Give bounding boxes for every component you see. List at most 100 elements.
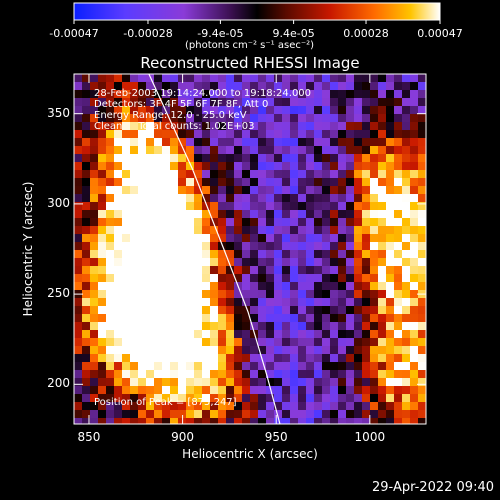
heatmap-cell <box>290 266 299 275</box>
heatmap-cell <box>282 122 291 131</box>
heatmap-cell <box>122 346 131 355</box>
heatmap-cell <box>338 250 347 259</box>
heatmap-cell <box>370 242 379 251</box>
heatmap-cell <box>370 386 379 395</box>
heatmap-cell <box>250 170 259 179</box>
heatmap-cell <box>138 258 147 267</box>
heatmap-cell <box>106 130 115 139</box>
heatmap-cell <box>162 242 171 251</box>
heatmap-cell <box>346 338 355 347</box>
heatmap-cell <box>186 282 195 291</box>
heatmap-cell <box>98 122 107 131</box>
heatmap-cell <box>242 162 251 171</box>
heatmap-cell <box>346 162 355 171</box>
heatmap-cell <box>322 250 331 259</box>
heatmap-cell <box>314 298 323 307</box>
heatmap-cell <box>330 282 339 291</box>
heatmap-cell <box>170 346 179 355</box>
heatmap-cell <box>274 418 283 424</box>
heatmap-cell <box>282 202 291 211</box>
heatmap-cell <box>338 138 347 147</box>
heatmap-cell <box>138 186 147 195</box>
heatmap-cell <box>410 402 419 411</box>
heatmap-cell <box>338 186 347 195</box>
heatmap-cell <box>362 346 371 355</box>
heatmap-cell <box>394 98 403 107</box>
heatmap-cell <box>202 114 211 123</box>
heatmap-cell <box>330 194 339 203</box>
heatmap-cell <box>98 410 107 419</box>
heatmap-cell <box>170 330 179 339</box>
heatmap-cell <box>186 290 195 299</box>
heatmap-cell <box>338 354 347 363</box>
heatmap-cell <box>314 162 323 171</box>
heatmap-cell <box>338 202 347 211</box>
heatmap-cell <box>202 322 211 331</box>
heatmap-cell <box>306 98 315 107</box>
heatmap-cell <box>258 282 267 291</box>
heatmap-cell <box>274 210 283 219</box>
heatmap-cell <box>138 226 147 235</box>
heatmap-cell <box>106 122 115 131</box>
heatmap-cell <box>370 90 379 99</box>
heatmap-cell <box>226 138 235 147</box>
heatmap-cell <box>114 378 123 387</box>
heatmap-cell <box>202 386 211 395</box>
heatmap-cell <box>242 386 251 395</box>
heatmap-cell <box>354 234 363 243</box>
heatmap-cell <box>178 130 187 139</box>
heatmap-cell <box>154 82 163 91</box>
heatmap-cell <box>370 274 379 283</box>
heatmap-cell <box>258 362 267 371</box>
colorbar-tick-label: -0.00028 <box>123 27 173 40</box>
heatmap-cell <box>354 186 363 195</box>
heatmap-cell <box>98 338 107 347</box>
heatmap-cell <box>330 234 339 243</box>
heatmap-cell <box>226 394 235 403</box>
heatmap-cell <box>186 106 195 115</box>
heatmap-cell <box>170 210 179 219</box>
heatmap-cell <box>74 242 83 251</box>
heatmap-cell <box>162 122 171 131</box>
heatmap-cell <box>266 74 275 83</box>
heatmap-cell <box>298 418 307 424</box>
heatmap-cell <box>98 138 107 147</box>
heatmap-cell <box>106 402 115 411</box>
heatmap-cell <box>386 402 395 411</box>
heatmap-cell <box>162 106 171 115</box>
heatmap-cell <box>394 130 403 139</box>
heatmap-cell <box>306 162 315 171</box>
heatmap-cell <box>154 74 163 83</box>
heatmap-cell <box>234 242 243 251</box>
heatmap-cell <box>218 82 227 91</box>
heatmap-cell <box>386 74 395 83</box>
heatmap-cell <box>314 386 323 395</box>
heatmap-cell <box>218 154 227 163</box>
heatmap-cell <box>354 162 363 171</box>
heatmap-cell <box>74 194 83 203</box>
heatmap-cell <box>138 322 147 331</box>
heatmap-cell <box>146 354 155 363</box>
heatmap-cell <box>162 386 171 395</box>
heatmap-cell <box>226 90 235 99</box>
heatmap-cell <box>282 378 291 387</box>
heatmap-cell <box>258 90 267 99</box>
heatmap-cell <box>186 410 195 419</box>
heatmap-cell <box>130 282 139 291</box>
heatmap-cell <box>362 138 371 147</box>
heatmap-cell <box>130 346 139 355</box>
heatmap-cell <box>386 418 395 424</box>
heatmap-cell <box>154 194 163 203</box>
heatmap-cell <box>258 210 267 219</box>
heatmap-cell <box>314 314 323 323</box>
heatmap-cell <box>226 290 235 299</box>
heatmap-cell <box>234 138 243 147</box>
heatmap-cell <box>218 346 227 355</box>
heatmap-cell <box>362 322 371 331</box>
heatmap-cell <box>322 122 331 131</box>
heatmap-cell <box>130 114 139 123</box>
heatmap-cell <box>234 274 243 283</box>
heatmap-cell <box>410 378 419 387</box>
heatmap-cell <box>290 194 299 203</box>
heatmap-cell <box>202 90 211 99</box>
